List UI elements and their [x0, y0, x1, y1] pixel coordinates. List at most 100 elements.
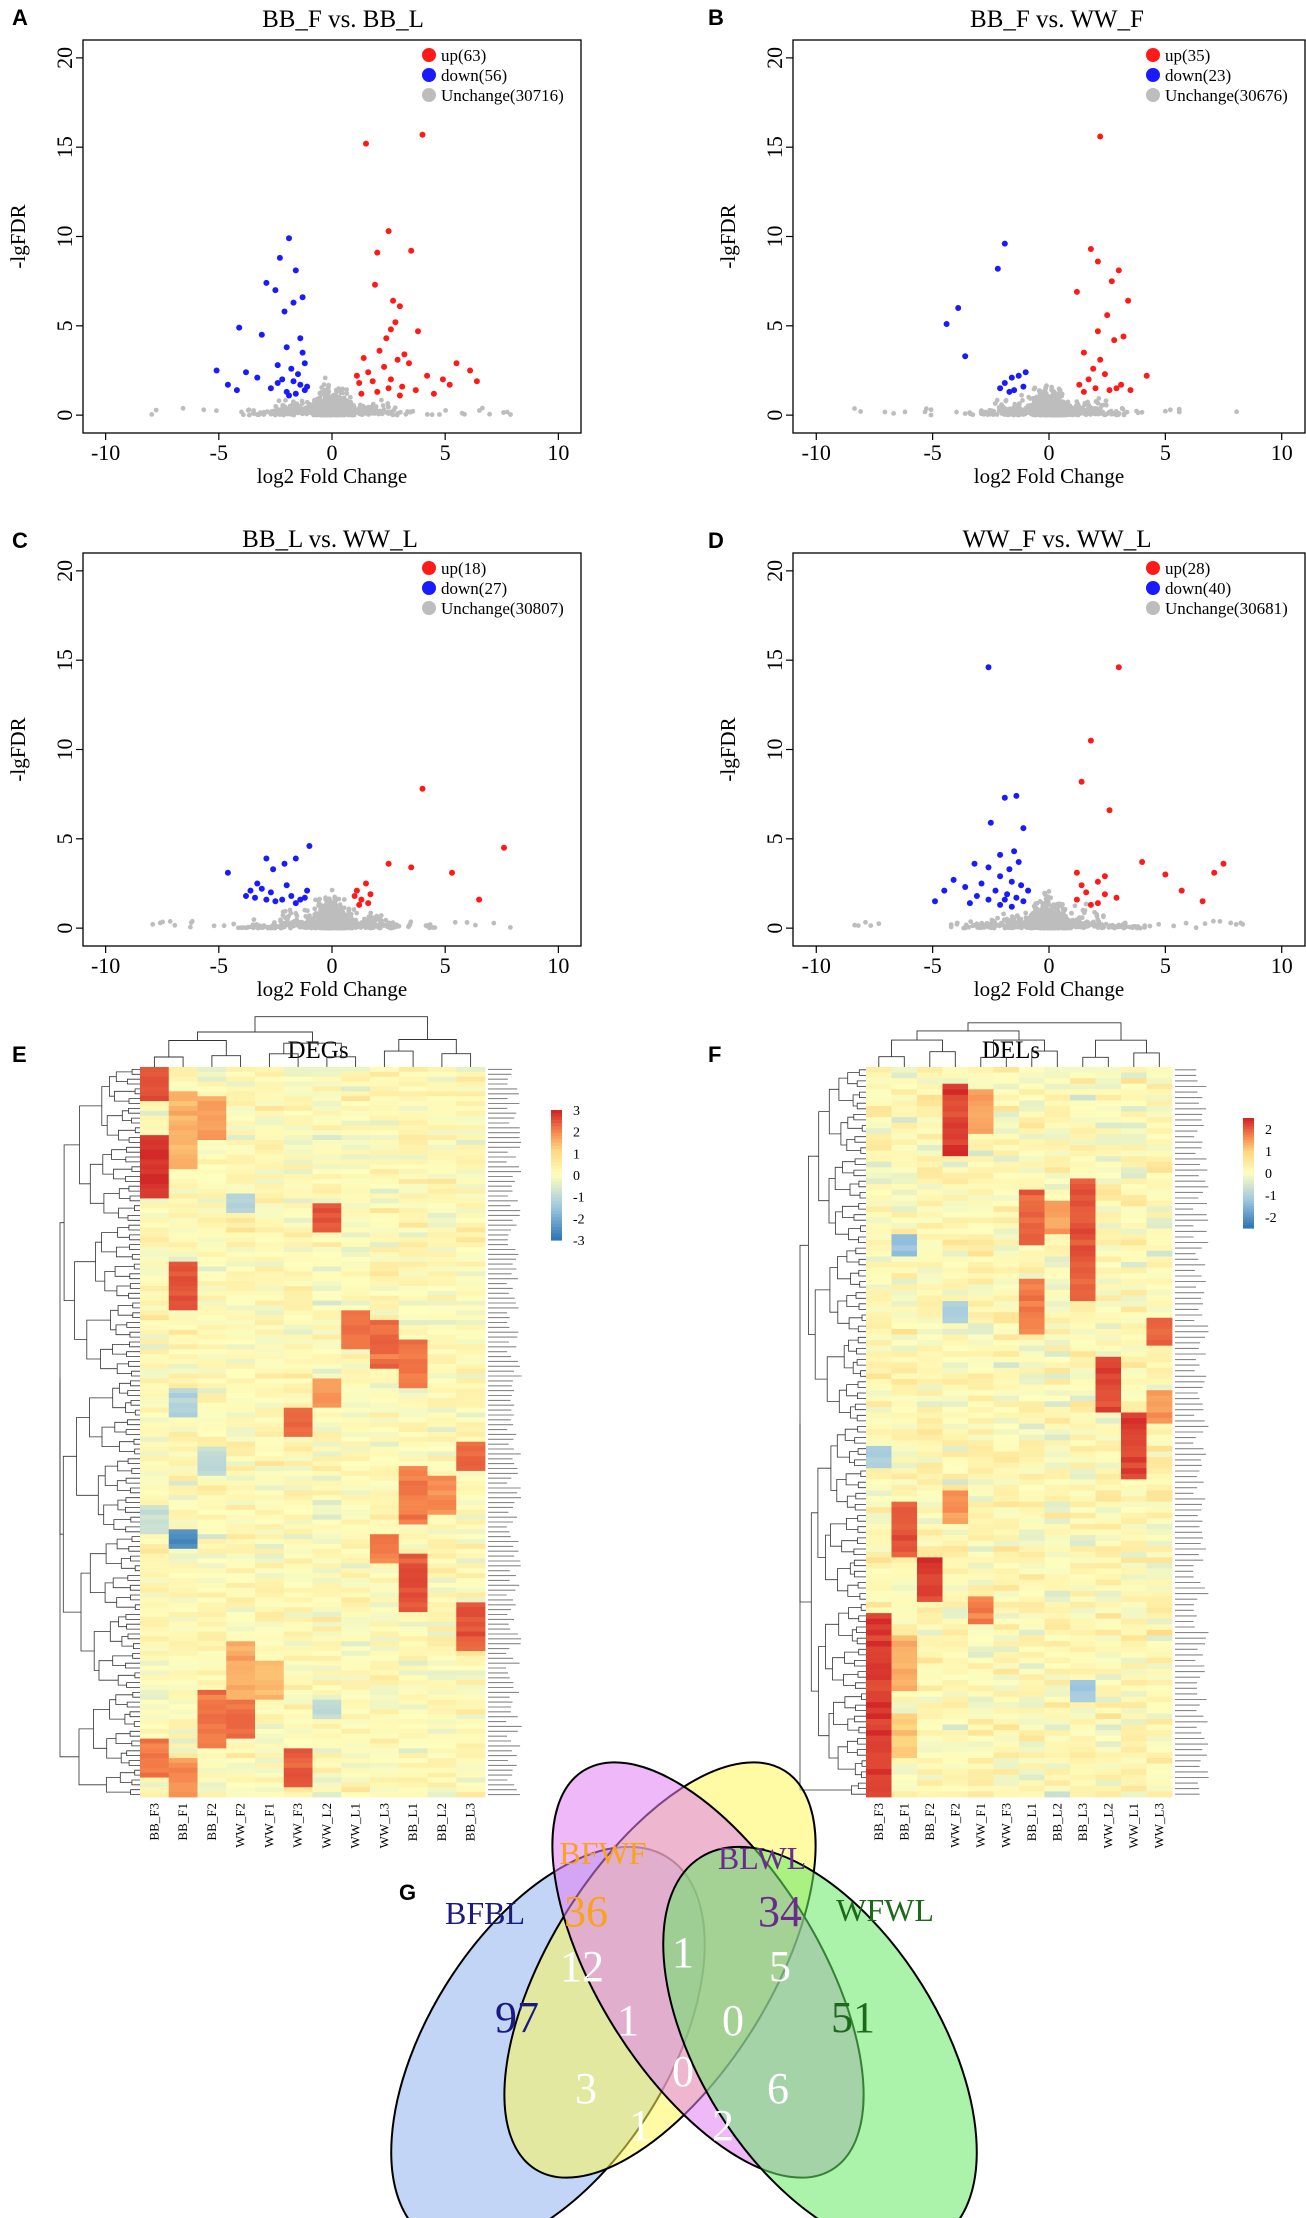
unchange-point	[367, 923, 373, 929]
up-point	[408, 864, 415, 871]
x-axis-label: log2 Fold Change	[257, 464, 408, 488]
unchange-point	[251, 411, 257, 416]
y-tick-label: 20	[52, 560, 77, 582]
unchange-point	[1019, 392, 1024, 398]
unchange-point	[335, 923, 341, 929]
unchange-point	[1043, 392, 1048, 398]
down-point	[254, 374, 261, 381]
up-point	[358, 896, 365, 903]
up-point	[1125, 297, 1132, 304]
unchange-point	[372, 919, 377, 925]
down-point	[299, 349, 306, 356]
down-point	[306, 843, 313, 849]
up-point	[415, 328, 421, 335]
unchange-point	[487, 411, 492, 417]
down-point	[243, 893, 249, 899]
up-point	[353, 887, 360, 894]
down-point	[274, 380, 281, 386]
y-tick-label: 5	[52, 833, 77, 844]
down-point	[247, 887, 254, 894]
up-point	[408, 247, 415, 254]
unchange-point	[354, 922, 359, 928]
up-point	[351, 893, 358, 899]
unchange-point	[994, 397, 1000, 403]
unchange-point	[1139, 409, 1145, 415]
unchange-point	[339, 411, 345, 417]
down-point	[263, 279, 270, 286]
plot-title: WW_F vs. WW_L	[962, 526, 1151, 553]
unchange-point	[201, 407, 207, 413]
up-point	[473, 378, 480, 385]
up-point	[446, 381, 453, 388]
legend-label-up: up(18)	[441, 559, 486, 578]
unchange-point	[246, 407, 252, 413]
up-points	[351, 785, 507, 908]
legend-marker-unchange	[422, 601, 436, 615]
plot-title: BB_F vs. BB_L	[262, 6, 424, 33]
legend-marker-down	[422, 68, 436, 82]
unchange-point	[962, 411, 968, 416]
up-point	[399, 383, 406, 390]
unchange-point	[241, 925, 247, 930]
unchange-point	[312, 925, 318, 930]
panel-letter-B: B	[708, 5, 724, 30]
unchange-point	[1061, 399, 1067, 405]
up-point	[1094, 328, 1101, 335]
unchange-point	[1083, 901, 1089, 907]
unchange-point	[852, 406, 857, 411]
unchange-point	[374, 913, 380, 919]
unchange-point	[991, 409, 997, 414]
unchange-point	[1005, 407, 1011, 413]
legend-label-up: up(35)	[1165, 46, 1210, 65]
unchange-point	[349, 408, 355, 414]
up-point	[1118, 381, 1125, 388]
down-point	[301, 360, 308, 367]
y-tick-label: 5	[762, 320, 787, 331]
unchange-point	[1075, 401, 1081, 407]
up-point	[419, 785, 426, 792]
y-tick-label: 10	[762, 226, 787, 248]
down-point	[292, 267, 299, 274]
unchange-point	[351, 907, 357, 912]
unchange-point	[344, 913, 349, 919]
unchange-point	[1067, 411, 1073, 417]
unchange-points	[852, 383, 1239, 418]
unchange-point	[1100, 411, 1106, 416]
up-point	[476, 896, 483, 903]
up-point	[396, 303, 403, 310]
unchange-point	[315, 400, 320, 406]
up-point	[1094, 258, 1101, 265]
unchange-points	[852, 889, 1246, 931]
unchange-point	[1072, 410, 1077, 416]
unchange-point	[281, 921, 287, 926]
unchange-point	[214, 408, 219, 414]
legend-marker-unchange	[1146, 88, 1160, 102]
unchange-point	[322, 919, 328, 925]
unchange-point	[1031, 386, 1037, 392]
unchange-point	[1095, 400, 1101, 406]
up-point	[1101, 371, 1108, 378]
down-point	[292, 855, 299, 862]
y-tick-label: 15	[762, 136, 787, 158]
unchange-point	[508, 925, 513, 930]
unchange-point	[321, 904, 327, 910]
unchange-point	[364, 409, 369, 415]
up-point	[1108, 278, 1115, 285]
unchange-point	[1176, 409, 1182, 415]
up-point	[1097, 133, 1104, 140]
unchange-point	[340, 390, 345, 396]
unchange-point	[273, 924, 279, 929]
up-point	[356, 901, 363, 908]
unchange-point	[333, 392, 339, 398]
up-point	[369, 378, 376, 385]
up-point	[1080, 388, 1087, 395]
x-tick-label: 10	[1271, 440, 1293, 465]
unchange-point	[1023, 410, 1029, 416]
unchange-point	[1037, 410, 1043, 415]
unchange-point	[1062, 407, 1067, 413]
unchange-point	[443, 408, 448, 413]
unchange-point	[1103, 398, 1109, 404]
